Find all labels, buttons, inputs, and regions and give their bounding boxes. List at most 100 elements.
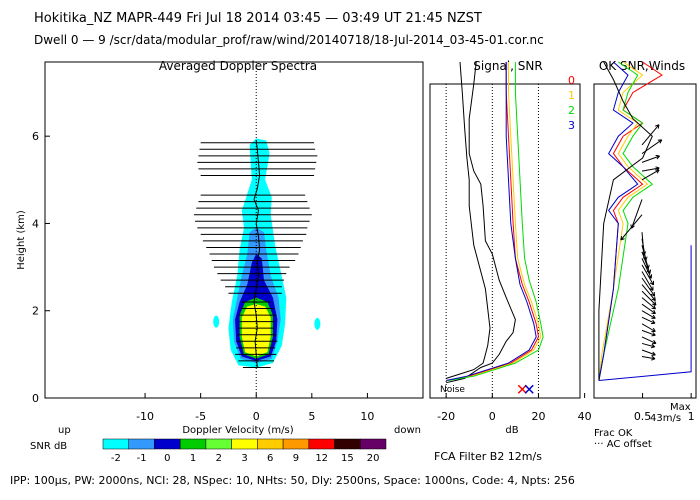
ac-offset-label: ··· AC offset [594, 439, 652, 450]
wind-arrow [641, 290, 657, 306]
wind-arrow [641, 329, 656, 337]
colorbar-swatch [179, 438, 207, 450]
wind-arrow [641, 323, 656, 332]
wind-arrow [641, 154, 660, 163]
mean-velocity-line [253, 140, 261, 368]
colorbar-tick-label: 15 [341, 453, 354, 464]
wind-arrow [641, 297, 656, 310]
wind-arrow [641, 303, 656, 315]
noise-label: Noise [440, 385, 465, 395]
noise-line [446, 61, 491, 379]
max-speed-label: 43m/s [650, 413, 681, 424]
wind-arrow [641, 342, 656, 349]
signal-snr-lines [446, 61, 544, 394]
x-tick-label: -5 [195, 410, 206, 423]
plot-header-dwell: Dwell 0 — 9 /scr/data/modular_prof/raw/w… [34, 33, 544, 47]
wind-arrow [641, 310, 656, 319]
wind-arrow [641, 271, 654, 291]
db-tick-label: -20 [437, 410, 455, 423]
doppler-xlabel: Doppler Velocity (m/s) [182, 425, 293, 436]
ok-snr-winds-frame [593, 83, 697, 399]
wind-arrow [630, 199, 643, 229]
x-tick-label: 0 [253, 410, 260, 423]
colorbar-swatch [282, 438, 310, 450]
colorbar-tick-label: 3 [241, 453, 247, 464]
doppler-ticks: -10 -5 0 5 10 0 2 4 6 [32, 130, 374, 423]
colorbar-swatch [128, 438, 155, 450]
wind-arrow [641, 284, 656, 302]
colorbar-swatch [154, 438, 181, 450]
legend-channel-3: 3 [568, 119, 575, 132]
noise-marker [524, 384, 534, 394]
channel-legend: 0 1 2 3 [568, 74, 575, 132]
down-label: down [394, 425, 421, 436]
colorbar-tick-label: 1 [190, 453, 196, 464]
wind-arrow [641, 166, 660, 172]
signal-line [446, 61, 516, 384]
x-tick-label: 10 [360, 410, 374, 423]
colorbar-tick-label: 0 [164, 453, 170, 464]
snr3-line [446, 62, 537, 381]
y-tick-label: 2 [32, 305, 39, 318]
wind-arrow [641, 258, 653, 279]
colorbar-tick-label: -1 [137, 453, 147, 464]
wind-arrow [641, 251, 651, 274]
colorbar-tick-label: -2 [111, 453, 121, 464]
colorbar-tick-label: 12 [315, 453, 328, 464]
signal-snr-xlabel: dB [505, 425, 518, 436]
snr2-line [448, 62, 544, 381]
colorbar-tick-label: 2 [216, 453, 222, 464]
colorbar-swatch [102, 438, 129, 450]
snr-contours [213, 62, 321, 398]
db-tick-label: 0 [489, 410, 496, 423]
up-label: up [58, 425, 71, 436]
signal-snr-ticks: -20 0 20 40 [437, 393, 592, 423]
colorbar-swatch [360, 438, 387, 450]
snr0-line [446, 62, 540, 381]
signal-snr-frame [429, 83, 581, 399]
colorbar-tick-label: 9 [293, 453, 299, 464]
snr1-line [446, 62, 542, 381]
plot-header-title: Hokitika_NZ MAPR-449 Fri Jul 18 2014 03:… [34, 11, 482, 26]
wind-arrow [641, 264, 654, 286]
x-tick-label: 5 [308, 410, 315, 423]
noise-marker [517, 384, 527, 394]
frac-tick-label: 0.5 [634, 410, 652, 423]
wind-arrow [641, 232, 647, 256]
colorbar-tick-label: 6 [267, 453, 273, 464]
signal-snr-grid [445, 84, 539, 398]
db-tick-label: 20 [531, 410, 545, 423]
frac-ok-label: Frac OK [594, 428, 633, 439]
legend-channel-2: 2 [568, 104, 575, 117]
frac-tick-label: 1 [688, 410, 695, 423]
snr-colorbar-label: SNR dB [30, 441, 67, 452]
y-tick-label: 6 [32, 130, 39, 143]
radar-params: IPP: 100μs, PW: 2000ns, NCI: 28, NSpec: … [10, 474, 575, 487]
fracOK2-line [598, 61, 654, 381]
snr-colorbar: -2 -1 0 1 2 3 6 9 12 15 20 [102, 438, 387, 464]
colorbar-swatch [334, 438, 361, 450]
y-tick-label: 4 [32, 217, 39, 230]
snr-contour-level-4 [241, 304, 271, 357]
wind-arrow [641, 277, 656, 297]
isolated-snr-patch [213, 315, 220, 328]
doppler-ylabel: Height (km) [16, 210, 27, 270]
frac-ok-lines [598, 61, 692, 381]
legend-channel-0: 0 [568, 74, 575, 87]
wind-arrow [641, 169, 660, 181]
wind-arrow [641, 355, 656, 361]
doppler-spectra-frame [44, 61, 424, 399]
wind-arrow [641, 124, 660, 146]
fracOK_combined-line [598, 245, 692, 381]
wind-arrows [620, 124, 663, 361]
colorbar-swatch [205, 438, 232, 450]
max-label: Max [670, 402, 691, 413]
signal-snr-panel: Signal, SNR -20 0 20 40 dB Noise [429, 59, 592, 436]
wind-arrow [641, 316, 656, 325]
colorbar-swatch [308, 438, 335, 450]
db-tick-label: 40 [578, 410, 592, 423]
ac_offset-line [598, 61, 653, 381]
fca-filter-label: FCA Filter B2 12m/s [434, 450, 542, 463]
